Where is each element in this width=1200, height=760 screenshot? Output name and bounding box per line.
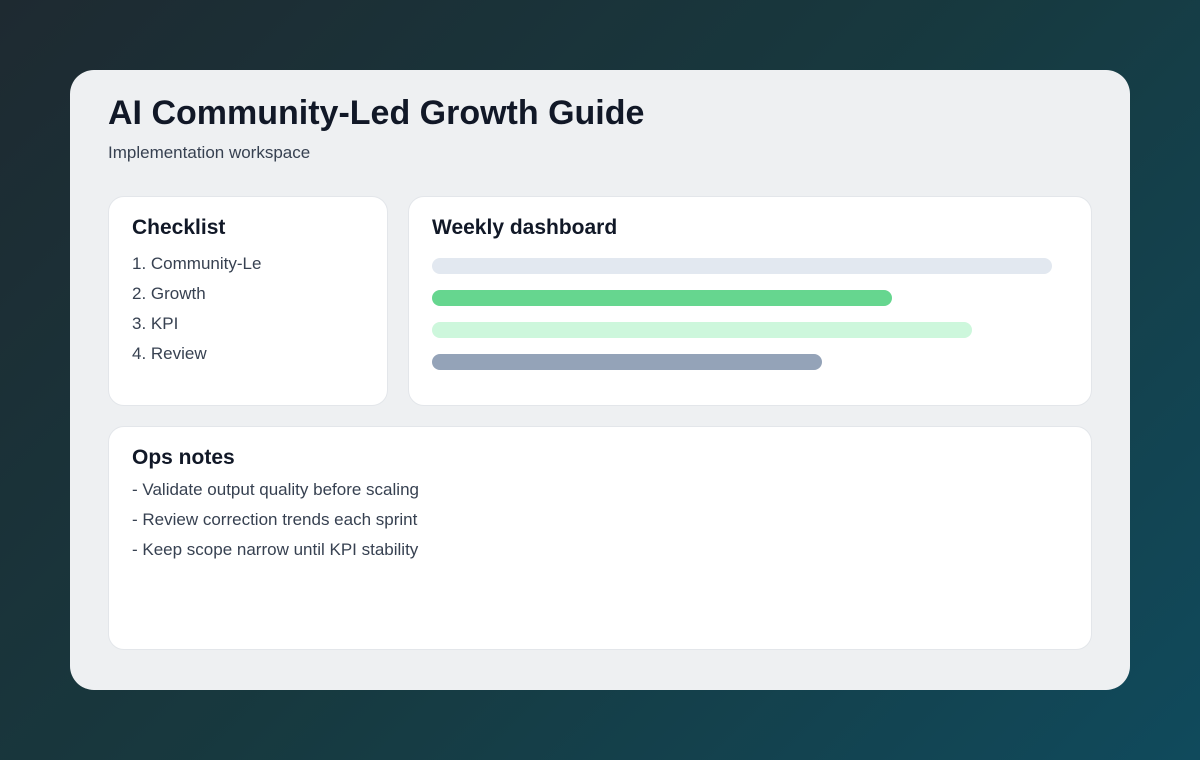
ops-notes-title: Ops notes: [132, 446, 235, 469]
dashboard-title: Weekly dashboard: [432, 216, 618, 239]
checklist-panel: Checklist 1. Community-Le 2. Growth 3. K…: [108, 196, 388, 406]
checklist-item: 3. KPI: [132, 314, 179, 333]
workspace-card: AI Community-Led Growth Guide Implementa…: [70, 70, 1130, 690]
ops-notes-panel: Ops notes - Validate output quality befo…: [108, 426, 1092, 650]
dashboard-bars: [432, 258, 1052, 386]
checklist-item: 2. Growth: [132, 284, 206, 303]
ops-note: - Keep scope narrow until KPI stability: [132, 540, 419, 559]
page-subtitle: Implementation workspace: [108, 143, 311, 162]
ops-note: - Review correction trends each sprint: [132, 510, 418, 529]
page-title: AI Community-Led Growth Guide: [108, 94, 645, 132]
dashboard-bar-3: [432, 322, 973, 338]
weekly-dashboard-panel: Weekly dashboard: [408, 196, 1092, 406]
ops-note: - Validate output quality before scaling: [132, 480, 419, 499]
dashboard-bar-1: [432, 258, 1052, 274]
dashboard-bar-4: [432, 354, 822, 370]
dashboard-bar-2: [432, 290, 893, 306]
checklist-item: 4. Review: [132, 344, 207, 363]
checklist-title: Checklist: [132, 216, 226, 239]
checklist-item: 1. Community-Le: [132, 254, 262, 273]
